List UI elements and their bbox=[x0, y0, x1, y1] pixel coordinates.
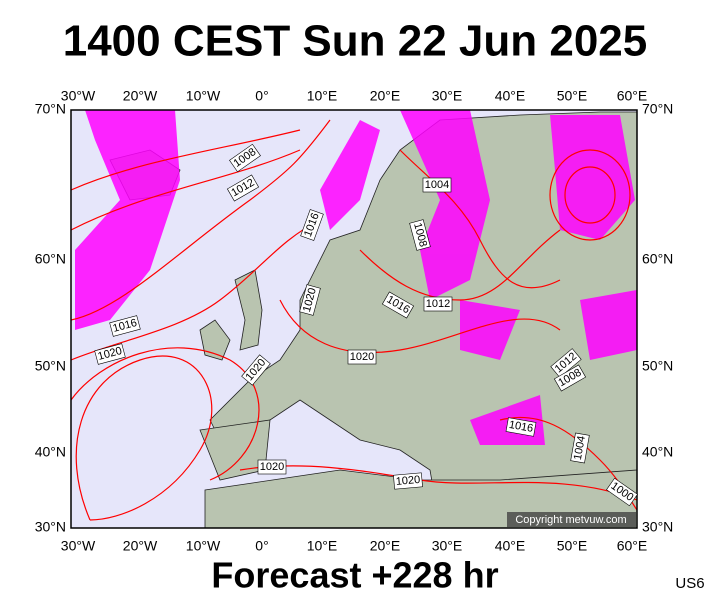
isobar-label-box bbox=[553, 364, 587, 392]
isobar-label-box bbox=[109, 315, 141, 337]
isobar-label-box bbox=[422, 177, 452, 193]
isobar-label-box bbox=[505, 417, 537, 437]
lon-label-top: 10°E bbox=[307, 88, 338, 104]
lon-label-top: 60°E bbox=[617, 88, 648, 104]
isobar-label-box bbox=[423, 296, 453, 312]
isobar-label: 1020 bbox=[393, 472, 423, 490]
isobar-label-box bbox=[606, 477, 638, 507]
lat-label-left: 50°N bbox=[35, 358, 66, 374]
isobar-label-text: 1004 bbox=[425, 179, 449, 191]
isobar-label-text: 1020 bbox=[395, 474, 420, 488]
isobar-label-text: 1012 bbox=[426, 298, 450, 310]
lat-label-right: 60°N bbox=[642, 251, 673, 267]
lon-label-bottom: 30°E bbox=[432, 538, 463, 554]
frame-border bbox=[70, 109, 638, 529]
isobar-label-box bbox=[94, 343, 126, 365]
forecast-label: Forecast +228 hr bbox=[211, 555, 498, 596]
isobar-label: 1004 bbox=[570, 432, 590, 464]
title: 1400 CEST Sun 22 Jun 2025 bbox=[63, 17, 648, 66]
isobar-label-box bbox=[381, 291, 415, 319]
map-frame bbox=[70, 109, 638, 529]
isobar-label: 1020 bbox=[257, 459, 287, 475]
isobar-label-box bbox=[226, 174, 260, 202]
labels: 30°W 30°W 20°W 20°W 10°W 10°W 0° 0° 10°E 10°E 20°E… bbox=[35, 88, 674, 554]
isobars bbox=[70, 119, 638, 521]
lat-label-left: 40°N bbox=[35, 444, 66, 460]
lon-label-bottom: 10°E bbox=[307, 538, 338, 554]
lat-label-left: 60°N bbox=[35, 251, 66, 267]
isobar-label-box bbox=[229, 143, 261, 173]
lon-label-top: 40°E bbox=[495, 88, 526, 104]
lon-label-top: 30°E bbox=[432, 88, 463, 104]
lat-label-right: 40°N bbox=[642, 444, 673, 460]
isobar-label-box bbox=[550, 348, 582, 378]
lon-label-bottom: 0° bbox=[255, 538, 268, 554]
isobar-label: 1008 bbox=[409, 219, 431, 251]
lon-label-bottom: 60°E bbox=[617, 538, 648, 554]
copyright: Copyright metvuw.com bbox=[515, 514, 626, 526]
lon-label-top: 30°W bbox=[61, 88, 96, 104]
lon-label-bottom: 20°W bbox=[123, 538, 158, 554]
isobar-label-box bbox=[299, 284, 321, 316]
lat-label-right: 50°N bbox=[642, 358, 673, 374]
lon-label-top: 20°E bbox=[370, 88, 401, 104]
lat-label-left: 30°N bbox=[35, 519, 66, 535]
model-code: US6 bbox=[675, 575, 704, 592]
isobar-label: 1016 bbox=[300, 209, 324, 241]
isobar-label-text: 1016 bbox=[508, 419, 534, 435]
isobar-label-box bbox=[257, 459, 287, 475]
lat-label-right: 70°N bbox=[642, 101, 673, 117]
isobar-label: 1020 bbox=[347, 349, 377, 365]
copyright-box bbox=[507, 512, 636, 527]
isobar-label-box bbox=[300, 209, 324, 241]
isobar-label-box bbox=[409, 219, 431, 251]
isobar-label: 1004 bbox=[422, 177, 452, 193]
lon-label-bottom: 30°W bbox=[61, 538, 96, 554]
lat-label-left: 70°N bbox=[35, 101, 66, 117]
lon-label-bottom: 20°E bbox=[370, 538, 401, 554]
lon-label-top: 10°W bbox=[186, 88, 221, 104]
lon-label-top: 20°W bbox=[123, 88, 158, 104]
isobar-label: 1020 bbox=[299, 284, 321, 316]
precipitation bbox=[75, 110, 637, 445]
isobar-label-box bbox=[241, 354, 271, 386]
lon-label-bottom: 50°E bbox=[557, 538, 588, 554]
isobar-label-text: 1004 bbox=[572, 435, 588, 461]
isobar-label-box bbox=[393, 472, 423, 490]
lat-label-right: 30°N bbox=[642, 519, 673, 535]
isobar-label-box bbox=[347, 349, 377, 365]
lon-label-top: 50°E bbox=[557, 88, 588, 104]
isobar-label: 1012 bbox=[423, 296, 453, 312]
isobar-label: 1016 bbox=[109, 315, 141, 337]
isobar-label-text: 1020 bbox=[350, 351, 374, 363]
lon-label-bottom: 40°E bbox=[495, 538, 526, 554]
isobar-label: 1016 bbox=[505, 417, 537, 437]
lon-label-top: 0° bbox=[255, 88, 268, 104]
isobar-label-text: 1020 bbox=[260, 461, 284, 473]
lon-label-bottom: 10°W bbox=[186, 538, 221, 554]
isobar-label-box bbox=[570, 432, 590, 464]
isobar-label: 1020 bbox=[94, 343, 126, 365]
